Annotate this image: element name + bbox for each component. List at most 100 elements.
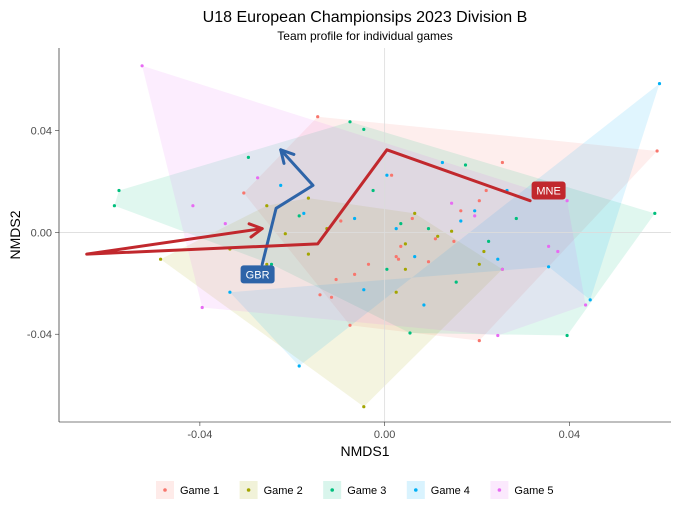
legend-key-dot [414,488,418,492]
path-mne [85,148,532,256]
point-game-1 [316,115,320,119]
point-game-4 [297,364,301,368]
x-ticks: -0.04 0.00 0.04 [187,422,580,441]
hull-game-4 [229,83,660,366]
point-game-3 [117,188,121,193]
point-game-4 [394,227,398,231]
point-game-1 [459,209,463,213]
point-game-2 [394,290,398,294]
point-game-4 [353,216,357,221]
legend-item-game-2: Game 2 [239,481,303,499]
point-game-5 [200,305,204,310]
point-game-4 [473,209,477,213]
point-game-4 [459,219,463,223]
hull-game-5 [142,65,586,336]
point-game-1 [655,149,659,153]
label-box-gbr [240,265,275,284]
point-game-3 [362,127,366,131]
point-game-4 [547,265,551,269]
x-tick-label: 0.00 [374,429,395,441]
point-game-1 [396,257,401,261]
point-game-5 [450,201,454,205]
chart-title: U18 European Championsips 2023 Division … [203,9,528,26]
legend-label: Game 2 [264,485,303,497]
point-game-5 [223,222,227,226]
point-game-4 [228,290,232,294]
hull-game-1 [243,116,658,341]
hull-game-2 [160,198,503,407]
point-game-5 [565,199,569,203]
point-game-5 [256,176,260,180]
y-tick-label: 0.04 [31,126,52,138]
legend: Game 1 Game 2 Game 3 Game 4 Game 5 [156,481,554,499]
label-box-mne [531,181,566,200]
legend-label: Game 1 [180,485,219,497]
point-game-3 [269,262,274,266]
arrowhead-mne [247,222,264,239]
label-gbr: GBR [246,269,270,281]
point-game-5 [191,204,195,208]
team-path-layer: GBR MNE [85,148,566,284]
point-game-1 [477,199,481,203]
point-game-4 [588,298,592,302]
point-game-2 [477,262,481,266]
legend-label: Game 4 [431,485,470,497]
point-game-2 [362,405,366,409]
legend-key-dot [246,488,251,492]
legend-label: Game 3 [347,485,386,497]
point-game-4 [440,160,444,165]
point-game-2 [413,211,417,215]
point-game-4 [422,303,426,307]
point-game-1 [433,237,437,241]
legend-item-game-4: Game 4 [406,481,470,499]
point-game-3 [408,331,412,335]
point-game-2 [436,234,440,238]
point-game-2 [450,229,454,233]
point-game-5 [500,267,504,271]
point-game-1 [339,219,343,223]
legend-label: Game 5 [514,485,553,497]
origin-grid [59,48,671,422]
legend-item-game-5: Game 5 [490,481,554,499]
point-game-1 [399,244,403,248]
point-game-3 [487,239,491,243]
point-game-4 [279,183,283,187]
legend-key-dot [497,488,502,492]
point-game-3 [514,216,518,221]
point-game-1 [348,323,352,327]
point-game-5 [547,244,551,248]
chart-subtitle: Team profile for individual games [277,29,452,43]
point-game-1 [426,260,431,264]
point-game-2 [283,232,287,236]
point-game-1 [366,262,371,266]
point-game-2 [306,196,310,200]
point-game-3 [653,211,657,215]
arrowhead-gbr [279,148,296,165]
x-axis-label: NMDS1 [340,443,389,459]
path-gbr [260,148,315,266]
point-game-3 [385,267,389,271]
point-game-1 [452,239,456,243]
point-game-1 [500,160,504,165]
point-game-1 [242,191,246,195]
point-game-3 [297,214,301,218]
point-game-4 [385,173,389,177]
legend-key-dot [163,488,167,492]
legend-item-game-3: Game 3 [323,481,386,499]
x-tick-label: -0.04 [187,429,212,441]
point-game-2 [265,204,269,208]
axes [58,48,671,423]
point-game-5 [556,249,560,254]
point-game-4 [362,288,366,292]
legend-item-game-1: Game 1 [156,481,219,499]
point-game-3 [348,120,352,124]
point-game-3 [112,204,116,208]
point-game-3 [565,333,569,338]
point-game-1 [318,293,322,297]
point-layer [112,64,662,409]
point-game-1 [477,339,481,343]
point-game-3 [426,227,431,231]
point-game-1 [334,277,338,282]
point-game-3 [371,188,375,193]
